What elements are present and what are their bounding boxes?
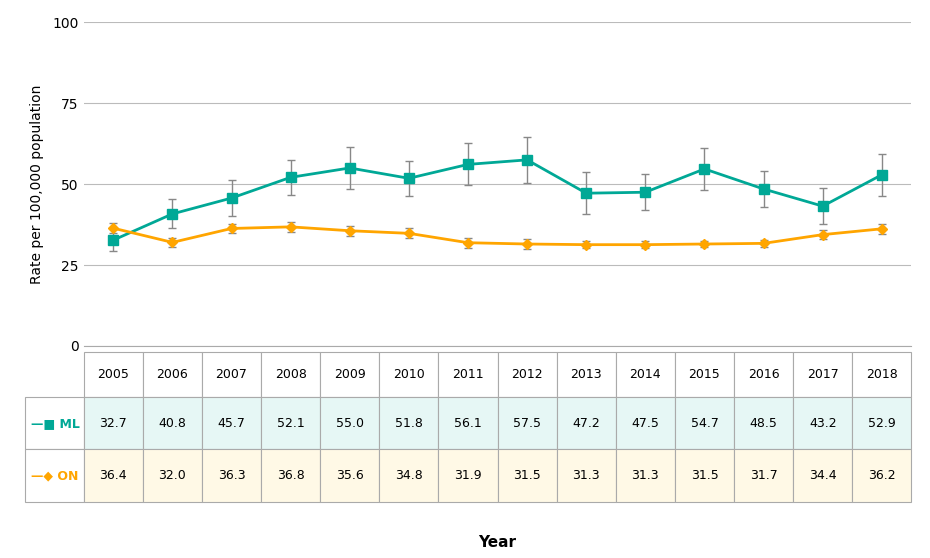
Y-axis label: Rate per 100,000 population: Rate per 100,000 population <box>30 84 44 284</box>
Text: Year: Year <box>479 535 516 550</box>
